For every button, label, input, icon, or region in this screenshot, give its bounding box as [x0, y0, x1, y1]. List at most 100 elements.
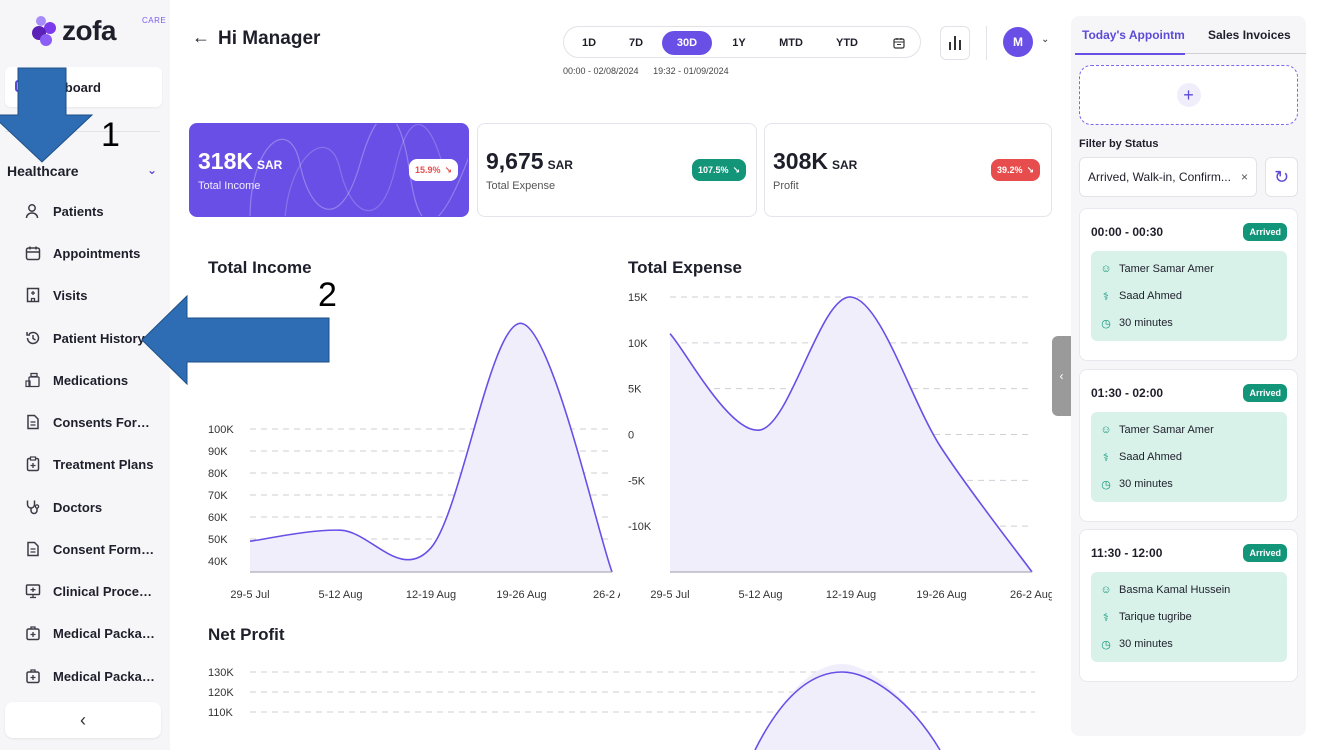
medical-bag-icon — [24, 667, 42, 685]
card-wave-pattern — [249, 124, 468, 216]
annotation-arrow-down-icon — [0, 67, 94, 163]
patient-icon: ☺ — [1100, 263, 1112, 275]
sidebar-item-label: Doctors — [53, 499, 103, 515]
kpi-value: 318K SAR — [198, 148, 283, 174]
annotation-number: 1 — [101, 116, 120, 154]
status-badge: Arrived — [1243, 384, 1287, 402]
sidebar-item-clinical-procedures[interactable]: Clinical Procedur... — [24, 579, 164, 603]
sidebar-item-label: Patients — [53, 203, 104, 219]
sidebar-item-label: Appointments — [53, 245, 141, 261]
clear-icon[interactable]: × — [1240, 170, 1248, 184]
sidebar-item-visits[interactable]: Visits — [24, 283, 164, 307]
sidebar-section-healthcare[interactable]: Healthcare ⌄ — [7, 163, 157, 179]
patient-icon: ☺ — [1100, 424, 1112, 436]
sidebar-item-medications[interactable]: Medications — [24, 368, 164, 392]
appointment-time: 11:30 - 12:00 — [1091, 546, 1163, 560]
y-tick-label: 5K — [628, 384, 642, 396]
user-icon — [24, 202, 42, 220]
kpi-change-badge: 15.9% ↘ — [409, 159, 459, 181]
patient-name: Tamer Samar Amer — [1119, 424, 1214, 436]
zofa-logo[interactable]: zofa CARE — [32, 14, 166, 48]
plus-icon: + — [1176, 83, 1201, 107]
area-fill — [670, 296, 1032, 572]
sidebar-item-medical-package[interactable]: Medical Package — [24, 621, 164, 645]
date-range-selector: 1D 7D 30D 1Y MTD YTD — [563, 26, 921, 58]
doctor-name: Saad Ahmed — [1119, 451, 1182, 463]
sidebar-item-label: Clinical Procedur... — [53, 583, 155, 599]
logo-text: zofa — [62, 15, 117, 46]
chart-title-total-income: Total Income — [208, 258, 312, 277]
doctor-name: Saad Ahmed — [1119, 290, 1182, 302]
kpi-card-profit[interactable]: 308K SAR Profit 39.2% ↘ — [764, 123, 1052, 217]
x-tick-label: 12-19 Aug — [406, 589, 456, 601]
range-option-30d[interactable]: 30D — [662, 31, 712, 55]
y-tick-label: 50K — [208, 534, 228, 546]
series-line — [249, 322, 613, 573]
annotation-arrow-left-icon — [141, 294, 330, 386]
series-line — [669, 296, 1033, 573]
appointment-card[interactable]: 01:30 - 02:00 Arrived ☺ Tamer Samar Amer … — [1079, 369, 1298, 522]
y-tick-label: 60K — [208, 512, 228, 524]
bar-chart-icon[interactable] — [940, 26, 970, 60]
page-title: Hi Manager — [218, 28, 321, 49]
status-badge: Arrived — [1243, 223, 1287, 241]
avatar[interactable]: M — [1003, 27, 1033, 57]
appointment-card[interactable]: 11:30 - 12:00 Arrived ☺ Basma Kamal Husse… — [1079, 529, 1298, 682]
patient-name: Tamer Samar Amer — [1119, 263, 1214, 275]
appointment-details: ☺ Tamer Samar Amer ⚕ Saad Ahmed ◷ 30 minute… — [1091, 251, 1287, 341]
sidebar-item-appointments[interactable]: Appointments — [24, 241, 164, 265]
appointment-time: 01:30 - 02:00 — [1091, 386, 1164, 400]
add-appointment-button[interactable]: + — [1079, 65, 1298, 125]
sidebar-item-label: Consents Forms — [53, 414, 155, 430]
y-tick-label: 10K — [628, 338, 648, 350]
y-tick-label: 80K — [208, 468, 228, 480]
sidebar-item-consent-form-templates[interactable]: Consent Form Te... — [24, 537, 164, 561]
stethoscope-icon: ⚕ — [1103, 611, 1109, 624]
range-option-1d[interactable]: 1D — [581, 37, 597, 49]
appointment-details: ☺ Tamer Samar Amer ⚕ Saad Ahmed ◷ 30 minute… — [1091, 412, 1287, 502]
panel-toggle-handle[interactable]: ‹ — [1052, 336, 1071, 416]
sidebar-item-doctors[interactable]: Doctors — [24, 495, 164, 519]
x-tick-label: 26-2 Aug — [1010, 589, 1052, 601]
tab-sales-invoices[interactable]: Sales Invoices — [1208, 28, 1291, 42]
clock-icon: ◷ — [1101, 478, 1111, 491]
chevron-down-icon[interactable]: ⌄ — [1041, 34, 1050, 45]
appointment-details: ☺ Basma Kamal Hussein ⚕ Tarique tugribe ◷ 3… — [1091, 572, 1287, 662]
medical-bag-icon — [24, 624, 42, 642]
sidebar-item-label: Treatment Plans — [53, 456, 154, 472]
kpi-card-total-expense[interactable]: 9,675 SAR Total Expense 107.5% ↘ — [477, 123, 757, 217]
status-filter-select[interactable]: Arrived, Walk-in, Confirm... × — [1079, 157, 1257, 197]
y-tick-label: 40K — [208, 556, 228, 568]
refresh-button[interactable]: ↻ — [1265, 157, 1298, 197]
back-arrow-icon[interactable]: ← — [192, 27, 210, 47]
sidebar-item-patients[interactable]: Patients — [24, 199, 164, 223]
appointment-card[interactable]: 00:00 - 00:30 Arrived ☺ Tamer Samar Amer … — [1079, 208, 1298, 361]
duration: 30 minutes — [1119, 317, 1173, 329]
section-label: Healthcare — [7, 163, 79, 179]
x-tick-label: 26-2 Au — [593, 589, 620, 601]
sidebar-item-label: Medical Package ... — [53, 668, 155, 684]
area-fill — [755, 664, 940, 750]
sidebar-item-label: Medical Package — [53, 625, 155, 641]
monitor-icon — [24, 582, 42, 600]
y-tick-label: 90K — [208, 446, 228, 458]
kpi-change-badge: 39.2% ↘ — [991, 159, 1041, 181]
range-option-ytd[interactable]: YTD — [836, 37, 858, 49]
chevron-left-icon: ‹ — [1059, 369, 1064, 383]
tab-todays-appointments[interactable]: Today's Appointm — [1082, 28, 1185, 42]
x-tick-label: 19-26 Aug — [496, 589, 546, 601]
range-option-7d[interactable]: 7D — [628, 37, 644, 49]
series-line — [754, 671, 941, 750]
collapse-sidebar-button[interactable]: ‹ — [5, 702, 161, 738]
sidebar-item-treatment-plans[interactable]: Treatment Plans — [24, 452, 164, 476]
annotation-number: 2 — [318, 276, 337, 314]
sidebar-item-medical-package-2[interactable]: Medical Package ... — [24, 664, 164, 688]
range-option-1y[interactable]: 1Y — [732, 37, 746, 49]
calendar-icon[interactable] — [884, 31, 914, 55]
y-tick-label: 130K — [208, 667, 234, 679]
range-option-mtd[interactable]: MTD — [779, 37, 803, 49]
sidebar-item-patient-history[interactable]: Patient History — [24, 326, 164, 350]
sidebar-item-consents-forms[interactable]: Consents Forms — [24, 410, 164, 434]
x-tick-label: 5-12 Aug — [738, 589, 782, 601]
kpi-card-total-income[interactable]: 318K SAR Total Income 15.9% ↘ — [189, 123, 469, 217]
